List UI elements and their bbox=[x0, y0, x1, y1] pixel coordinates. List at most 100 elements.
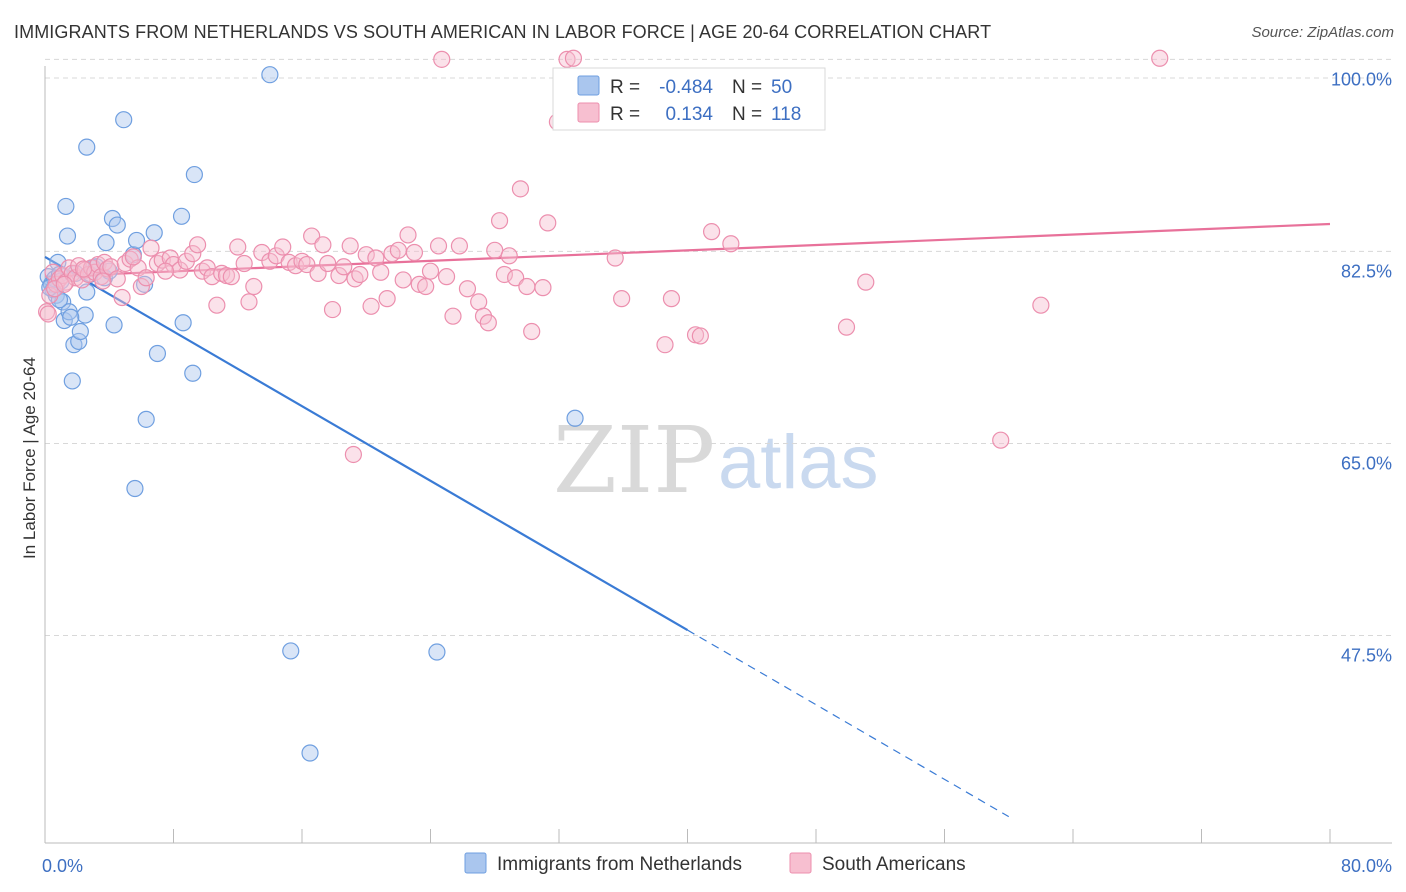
point-netherlands bbox=[108, 216, 126, 234]
point-south-american bbox=[444, 307, 462, 325]
point-south-american bbox=[245, 277, 263, 296]
point-south-american bbox=[389, 241, 407, 259]
point-south-american bbox=[691, 327, 709, 345]
legend-bottom-swatch-pink bbox=[789, 852, 812, 874]
legend-bottom: Immigrants from Netherlands South Americ… bbox=[464, 852, 966, 875]
point-south-american bbox=[558, 50, 576, 68]
point-south-american bbox=[378, 290, 396, 308]
data-points bbox=[38, 49, 1169, 762]
point-netherlands bbox=[137, 410, 155, 428]
point-south-american bbox=[357, 246, 375, 264]
trend-lines bbox=[44, 222, 1331, 818]
point-south-american bbox=[142, 239, 160, 257]
point-netherlands bbox=[301, 744, 319, 762]
point-netherlands bbox=[63, 372, 81, 390]
point-south-american bbox=[564, 49, 583, 67]
chart-title: IMMIGRANTS FROM NETHERLANDS VS SOUTH AME… bbox=[14, 22, 992, 42]
point-south-american bbox=[372, 263, 390, 281]
legend-bottom-swatch-blue bbox=[464, 852, 487, 874]
point-south-american bbox=[429, 237, 448, 255]
point-netherlands bbox=[184, 364, 202, 382]
point-south-american bbox=[351, 265, 369, 284]
point-netherlands bbox=[174, 314, 192, 332]
point-south-american bbox=[507, 269, 525, 287]
point-netherlands bbox=[97, 234, 115, 252]
point-south-american bbox=[335, 258, 353, 276]
point-south-american bbox=[208, 296, 226, 314]
point-south-american bbox=[303, 227, 321, 245]
point-south-american bbox=[1151, 49, 1169, 67]
point-south-american bbox=[857, 273, 875, 291]
axes: 47.5% 65.0% 82.5% 100.0% 0.0% 80.0% bbox=[42, 66, 1392, 876]
legend-n-value-1: 50 bbox=[771, 77, 792, 98]
point-south-american bbox=[486, 241, 504, 259]
point-south-american bbox=[229, 238, 247, 256]
point-netherlands bbox=[148, 344, 167, 363]
legend-bottom-label-2: South Americans bbox=[822, 854, 966, 875]
point-south-american bbox=[314, 236, 332, 254]
point-south-american bbox=[94, 272, 112, 290]
y-tick-label: 65.0% bbox=[1341, 453, 1392, 473]
point-south-american bbox=[319, 254, 337, 273]
point-south-american bbox=[341, 237, 359, 255]
point-south-american bbox=[479, 314, 497, 332]
point-netherlands bbox=[566, 409, 584, 427]
source-label: Source: ZipAtlas.com bbox=[1251, 24, 1394, 41]
point-south-american bbox=[405, 243, 424, 262]
point-south-american bbox=[156, 262, 175, 280]
point-south-american bbox=[722, 235, 740, 253]
point-south-american bbox=[458, 280, 477, 298]
point-south-american bbox=[450, 237, 469, 255]
point-netherlands bbox=[71, 322, 89, 341]
point-south-american bbox=[74, 260, 93, 278]
point-netherlands bbox=[172, 207, 191, 225]
point-netherlands bbox=[58, 227, 77, 245]
point-south-american bbox=[417, 277, 435, 296]
point-south-american bbox=[437, 268, 456, 286]
point-south-american bbox=[702, 223, 721, 241]
point-netherlands bbox=[57, 197, 75, 216]
point-south-american bbox=[410, 275, 428, 293]
x-tick-label-max: 80.0% bbox=[1341, 856, 1392, 876]
point-south-american bbox=[490, 212, 509, 230]
point-south-american bbox=[298, 255, 316, 274]
point-south-american bbox=[433, 50, 451, 68]
point-south-american bbox=[137, 269, 155, 287]
point-south-american bbox=[606, 249, 624, 267]
point-netherlands bbox=[76, 306, 94, 324]
point-south-american bbox=[203, 268, 221, 286]
y-tick-label: 82.5% bbox=[1341, 261, 1392, 281]
x-tick-label-min: 0.0% bbox=[42, 856, 83, 876]
point-south-american bbox=[421, 262, 440, 280]
point-netherlands bbox=[282, 642, 300, 660]
point-netherlands bbox=[115, 111, 133, 129]
legend-r-value-2: 0.134 bbox=[665, 104, 713, 125]
point-south-american bbox=[39, 305, 57, 323]
legend-top: R = -0.484 N = 50 R = 0.134 N = 118 bbox=[552, 67, 826, 131]
legend-r-label-1: R = bbox=[610, 77, 640, 98]
legend-r-label-2: R = bbox=[610, 104, 640, 125]
trend-line-netherlands-extension bbox=[687, 629, 1010, 818]
y-tick-label: 47.5% bbox=[1341, 646, 1392, 666]
point-south-american bbox=[171, 261, 189, 279]
point-south-american bbox=[55, 275, 73, 293]
point-netherlands bbox=[78, 138, 96, 156]
point-south-american bbox=[124, 248, 142, 266]
point-south-american bbox=[523, 322, 541, 341]
point-south-american bbox=[323, 300, 342, 319]
legend-r-value-1: -0.484 bbox=[659, 77, 713, 98]
point-south-american bbox=[132, 277, 150, 296]
grid-lines bbox=[45, 58, 1392, 637]
legend-bottom-label-1: Immigrants from Netherlands bbox=[497, 854, 742, 875]
point-south-american bbox=[1032, 296, 1050, 314]
point-south-american bbox=[274, 238, 292, 256]
point-south-american bbox=[113, 288, 131, 307]
point-south-american bbox=[184, 245, 202, 263]
point-south-american bbox=[500, 247, 518, 265]
point-south-american bbox=[399, 226, 417, 244]
legend-n-label-2: N = bbox=[732, 104, 762, 125]
point-south-american bbox=[534, 279, 552, 297]
point-south-american bbox=[188, 236, 207, 254]
point-south-american bbox=[837, 318, 856, 336]
